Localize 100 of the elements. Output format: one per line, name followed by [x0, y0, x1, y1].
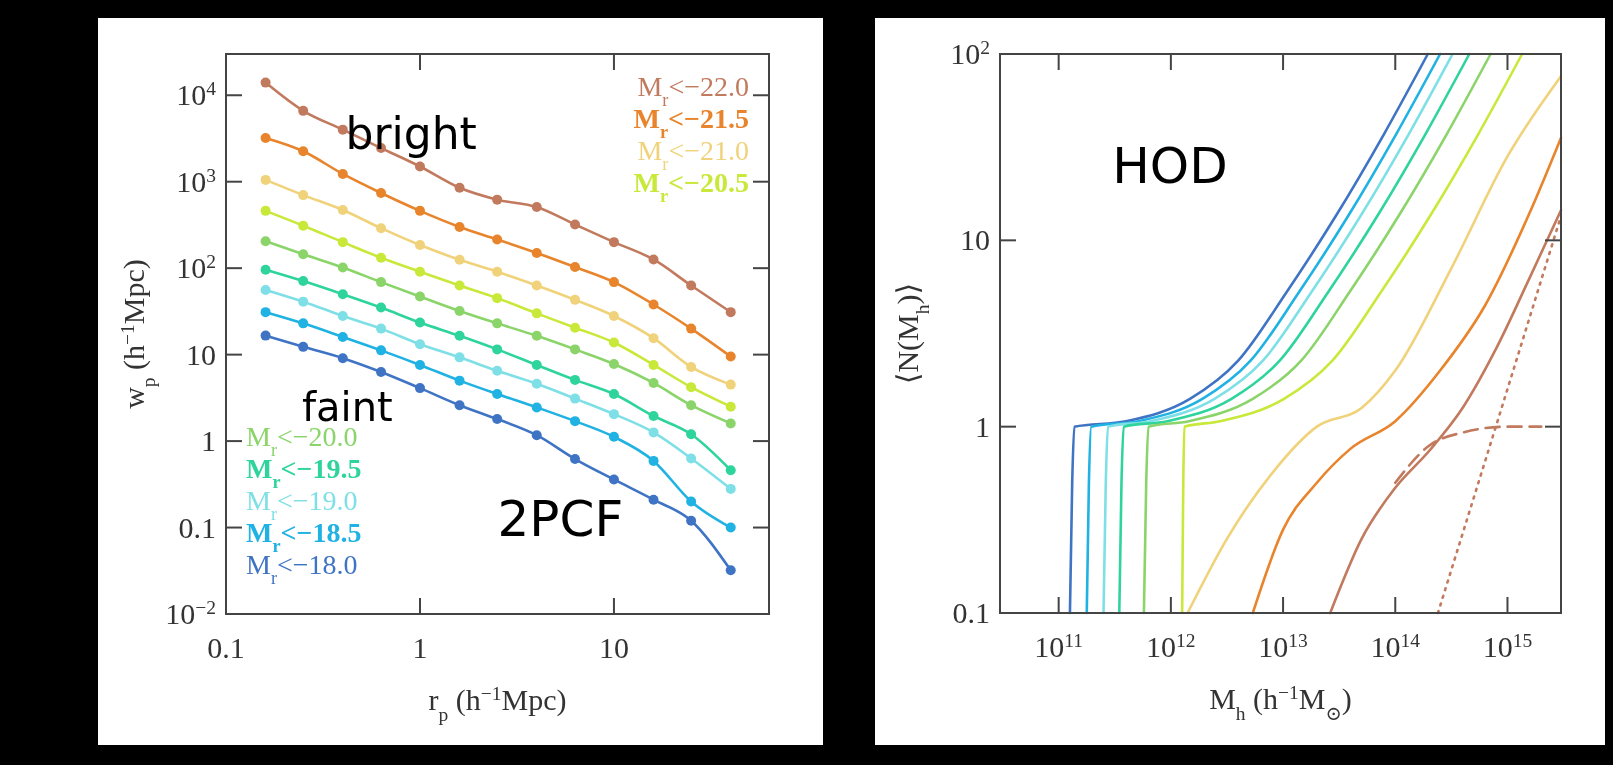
- annotation: HOD: [1112, 136, 1228, 195]
- point: [454, 182, 465, 193]
- point: [376, 345, 387, 356]
- annotation: 2PCF: [497, 489, 624, 548]
- point: [686, 323, 697, 334]
- point: [376, 252, 387, 263]
- point: [492, 266, 503, 277]
- point: [376, 277, 387, 288]
- point: [570, 322, 581, 333]
- point: [531, 330, 542, 341]
- point: [414, 161, 425, 172]
- y-tick-label: 0.1: [178, 510, 216, 544]
- point: [298, 190, 309, 201]
- point: [492, 318, 503, 329]
- point: [298, 341, 309, 352]
- y-tick-label: 10$^{2}$: [950, 36, 990, 70]
- line-series: [1328, 208, 1563, 615]
- point: [686, 361, 697, 372]
- y-tick-label: 10: [960, 223, 990, 257]
- point: [337, 310, 348, 321]
- point: [376, 366, 387, 377]
- point: [608, 358, 619, 369]
- point: [492, 194, 503, 205]
- x-tick-label: 10$^{12}$: [1146, 629, 1196, 663]
- point: [608, 277, 619, 288]
- point: [725, 418, 736, 429]
- point: [337, 205, 348, 216]
- point: [298, 249, 309, 260]
- point: [376, 302, 387, 313]
- point: [376, 223, 387, 234]
- y-tick-label: 0.1: [952, 596, 990, 629]
- y-tick-label: 10$^{2}$: [176, 250, 216, 285]
- point: [337, 237, 348, 248]
- point: [414, 266, 425, 277]
- x-tick-label: 0.1: [207, 631, 245, 664]
- point: [454, 352, 465, 363]
- y-tick-label: 10$^{3}$: [176, 164, 216, 198]
- y-tick-label: 1: [975, 409, 990, 443]
- point: [260, 174, 271, 185]
- point: [454, 375, 465, 386]
- point: [608, 310, 619, 321]
- point: [531, 430, 542, 441]
- point: [725, 483, 736, 494]
- point: [260, 133, 271, 144]
- x-tick-label: 10$^{13}$: [1258, 629, 1308, 663]
- point: [414, 359, 425, 370]
- point: [725, 379, 736, 390]
- point: [376, 323, 387, 334]
- point: [260, 307, 271, 318]
- point: [492, 365, 503, 376]
- point: [260, 205, 271, 216]
- point: [686, 453, 697, 464]
- point: [454, 330, 465, 341]
- point: [454, 305, 465, 316]
- point: [337, 289, 348, 300]
- annotation: bright: [345, 108, 477, 160]
- point: [648, 455, 659, 466]
- point: [531, 280, 542, 291]
- point: [570, 374, 581, 385]
- point: [648, 299, 659, 310]
- point: [725, 307, 736, 318]
- point: [454, 221, 465, 232]
- point: [414, 383, 425, 394]
- point: [492, 234, 503, 245]
- point: [531, 247, 542, 258]
- point: [260, 236, 271, 247]
- point: [648, 494, 659, 505]
- point: [414, 205, 425, 216]
- point: [686, 496, 697, 507]
- point: [608, 389, 619, 400]
- point: [725, 351, 736, 362]
- point: [686, 382, 697, 393]
- point: [492, 389, 503, 400]
- point: [337, 331, 348, 342]
- point: [414, 291, 425, 302]
- x-tick-label: 10$^{11}$: [1034, 629, 1084, 663]
- point: [337, 262, 348, 273]
- y-tick-label: 10$^{−2}$: [165, 596, 216, 630]
- point: [570, 454, 581, 465]
- point: [298, 296, 309, 307]
- point: [454, 280, 465, 291]
- point: [531, 359, 542, 370]
- point: [531, 308, 542, 319]
- x-tick-label: 1: [412, 631, 428, 664]
- point: [260, 330, 271, 341]
- point: [337, 124, 348, 135]
- point: [570, 219, 581, 230]
- point: [337, 353, 348, 364]
- y-tick-label: 10: [186, 337, 216, 371]
- point: [492, 414, 503, 425]
- x-axis-title: M$_{h}$ (h$^{−1}$M$_{⊙}$): [1209, 681, 1352, 724]
- point: [298, 220, 309, 231]
- point: [725, 565, 736, 576]
- point: [414, 339, 425, 350]
- point: [686, 280, 697, 291]
- x-axis-title: r$_{p}$ (h$^{−1}$Mpc): [428, 682, 567, 725]
- point: [570, 344, 581, 355]
- point: [725, 465, 736, 476]
- point: [531, 201, 542, 212]
- point: [570, 262, 581, 273]
